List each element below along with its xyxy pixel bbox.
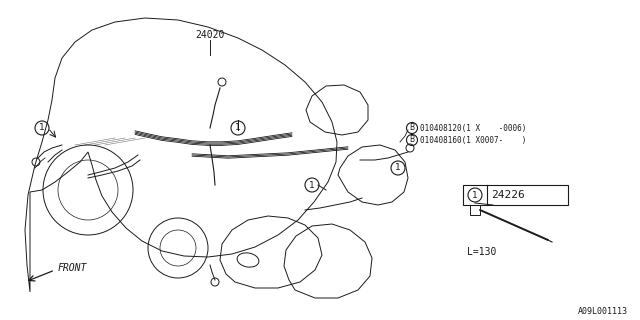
Text: 010408120(1 X    -0006): 010408120(1 X -0006) [420,124,526,132]
Text: 1: 1 [39,124,45,132]
Text: FRONT: FRONT [58,263,88,273]
Text: 1: 1 [472,190,478,199]
Text: 1: 1 [235,124,241,132]
Text: A09L001113: A09L001113 [578,308,628,316]
Text: B: B [410,124,415,132]
Bar [463,185,568,205]
Text: 1: 1 [395,164,401,172]
Text: 010408160(1 X0007-    ): 010408160(1 X0007- ) [420,135,526,145]
Text: 1: 1 [309,180,315,189]
Text: L=130: L=130 [467,247,497,257]
Text: 24226: 24226 [491,190,525,200]
Text: B: B [410,135,415,145]
Bar [470,205,480,215]
Text: 24020: 24020 [195,30,225,40]
